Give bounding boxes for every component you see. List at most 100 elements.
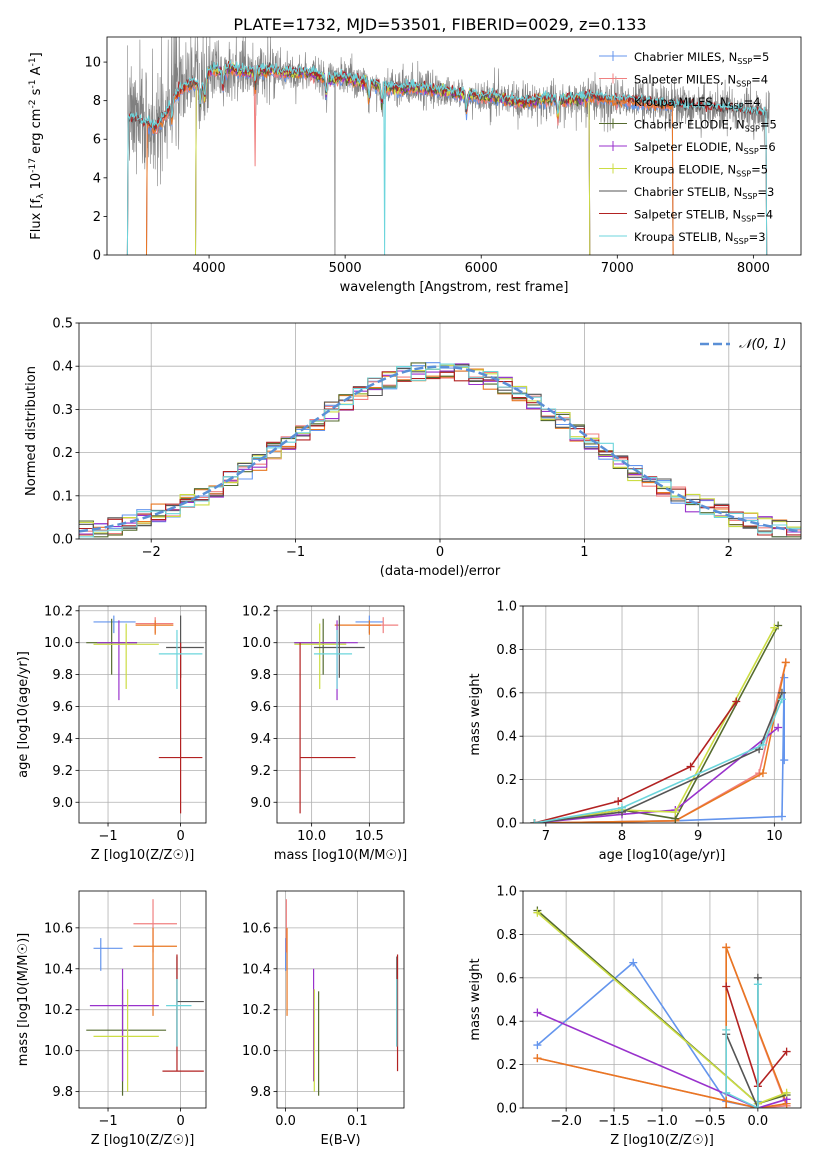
x-tick-label: 9 bbox=[694, 829, 702, 844]
errorbar-kroupa-elodie bbox=[93, 623, 159, 689]
legend-label-chabrier-stelib: Chabrier STELIB, NSSP=3 bbox=[634, 185, 774, 201]
x-axis-label: wavelength [Angstrom, rest frame] bbox=[340, 280, 569, 295]
x-axis-label: E(B-V) bbox=[320, 1133, 360, 1148]
residuals-panel: −2 −1 0 1 2 0.0 0.1 0.2 0.3 0.4 0.5 (data-model)/er… bbox=[24, 317, 802, 579]
mass_vs_EBV-panel: 0.0 0.1 9.8 10.0 10.2 10.4 10.6 E(B-V) bbox=[242, 890, 405, 1148]
errorbar-kroupa-miles bbox=[334, 620, 381, 635]
y-tick-label: 10.2 bbox=[44, 1003, 73, 1018]
histogram-salpeter-stelib bbox=[79, 371, 801, 536]
errorbar-salpeter-elodie bbox=[97, 620, 138, 701]
age_vs_Z-plot-area bbox=[79, 606, 206, 823]
residuals-plot-area bbox=[79, 323, 801, 539]
age_vs_Z-panel: −1 0 9.0 9.2 9.4 9.6 9.8 10.0 10.2 Z [log10(Z/Z☉)… bbox=[16, 604, 207, 863]
y-tick-label: 9.8 bbox=[52, 1085, 73, 1100]
y-tick-label: 10.0 bbox=[242, 636, 271, 651]
x-tick-label: 7 bbox=[542, 829, 550, 844]
x-tick-label: −2.0 bbox=[550, 1114, 582, 1129]
x-tick-label: 10 bbox=[766, 829, 783, 844]
label-run: mass weight bbox=[468, 958, 483, 1040]
label-run: mass weight bbox=[468, 673, 483, 755]
x-tick-label: −1 bbox=[98, 829, 117, 844]
series-marker bbox=[533, 908, 542, 917]
y-tick-label: 10.0 bbox=[242, 1044, 271, 1059]
label-run: =5 bbox=[752, 50, 769, 64]
x-tick-label: 0 bbox=[176, 829, 184, 844]
series-marker bbox=[722, 1104, 731, 1108]
y-tick-label: 10.4 bbox=[242, 962, 271, 977]
errorbar-kroupa-miles bbox=[135, 620, 174, 635]
x-axis-label: (data-model)/error bbox=[380, 564, 501, 579]
series-marker bbox=[758, 740, 767, 749]
label-run: -1 bbox=[28, 57, 38, 66]
label-run: wavelength [Angstrom, rest frame] bbox=[340, 280, 569, 295]
errorbar-salpeter-stelib bbox=[299, 642, 356, 814]
y-tick-label: 6 bbox=[93, 133, 101, 148]
label-run: Z [log10(Z/Z☉)] bbox=[91, 1133, 195, 1148]
series-marker bbox=[686, 762, 695, 771]
label-run: SSP bbox=[744, 147, 759, 156]
y-tick-label: 9.8 bbox=[250, 668, 271, 683]
x-tick-label: 10.5 bbox=[355, 829, 384, 844]
grid bbox=[79, 891, 206, 1108]
series-marker bbox=[781, 658, 790, 667]
label-run: Kroupa MILES, N bbox=[634, 95, 729, 109]
y-tick-label: 10.2 bbox=[242, 604, 271, 619]
x-axis-label: Z [log10(Z/Z☉)] bbox=[610, 1133, 714, 1148]
series-marker bbox=[614, 797, 623, 806]
y-tick-label: 0.5 bbox=[52, 317, 73, 332]
y-tick-label: 0.6 bbox=[496, 971, 517, 986]
series-marker bbox=[533, 1041, 542, 1050]
y-tick-label: 9.2 bbox=[52, 764, 73, 779]
x-axis-label: Z [log10(Z/Z☉)] bbox=[91, 848, 195, 863]
x-tick-label: 8000 bbox=[737, 261, 770, 276]
series-marker bbox=[530, 819, 539, 823]
y-tick-label: 0.8 bbox=[496, 928, 517, 943]
series-line bbox=[534, 692, 783, 823]
y-tick-label: 4 bbox=[93, 171, 101, 186]
x-tick-label: 5000 bbox=[329, 261, 362, 276]
age_vs_mass-plot-area bbox=[277, 606, 404, 823]
axes-frame bbox=[106, 36, 802, 256]
y-tick-label: 9.6 bbox=[52, 700, 73, 715]
axes-frame bbox=[522, 605, 802, 824]
label-run: 10 bbox=[29, 173, 44, 194]
y-tick-label: 10.0 bbox=[44, 636, 73, 651]
x-tick-label: 10.0 bbox=[297, 829, 326, 844]
label-run: SSP bbox=[729, 102, 744, 111]
x-axis-label: Z [log10(Z/Z☉)] bbox=[91, 1133, 195, 1148]
x-tick-label: 0.0 bbox=[748, 1114, 769, 1129]
series-marker bbox=[770, 623, 779, 632]
label-run: SSP bbox=[734, 237, 749, 246]
y-axis-label: mass weight bbox=[468, 958, 483, 1040]
y-tick-label: 9.4 bbox=[250, 732, 271, 747]
axes-frame bbox=[522, 890, 802, 1109]
label-run: E(B-V) bbox=[320, 1133, 360, 1148]
label-run: =4 bbox=[744, 95, 761, 109]
errorbar-kroupa-elodie bbox=[93, 989, 159, 1092]
mass_vs_Z-panel: −1 0 9.8 10.0 10.2 10.4 10.6 Z [log10(Z/Z☉)] mas… bbox=[16, 890, 207, 1148]
y-tick-label: 9.4 bbox=[52, 732, 73, 747]
label-run: =3 bbox=[749, 230, 766, 244]
label-run: Salpeter STELIB, N bbox=[634, 208, 741, 222]
label-run: SSP bbox=[737, 57, 752, 66]
grid bbox=[277, 606, 404, 823]
y-tick-label: 1.0 bbox=[496, 600, 517, 615]
errorbar-salpeter-elodie bbox=[89, 968, 159, 1082]
series-line bbox=[537, 1011, 787, 1108]
series-marker bbox=[629, 958, 638, 967]
axes-frame bbox=[276, 890, 405, 1109]
grid bbox=[277, 891, 404, 1108]
spectrum-plot-area bbox=[126, 37, 770, 255]
legend-label-kroupa-stelib: Kroupa STELIB, NSSP=3 bbox=[634, 230, 766, 246]
legend-label-normal: 𝒩(0, 1) bbox=[739, 337, 786, 352]
y-tick-label: 9.8 bbox=[52, 668, 73, 683]
y-tick-label: 0.2 bbox=[496, 1058, 517, 1073]
y-tick-label: 10.0 bbox=[44, 1044, 73, 1059]
series-line bbox=[534, 627, 776, 823]
legend-label-kroupa-miles: Kroupa MILES, NSSP=4 bbox=[634, 95, 761, 111]
y-axis-label: Normed distribution bbox=[24, 366, 39, 496]
x-tick-label: −1.5 bbox=[598, 1114, 630, 1129]
x-tick-label: 6000 bbox=[465, 261, 498, 276]
label-run: SSP bbox=[741, 215, 756, 224]
y-axis-label: age [log10(age/yr)] bbox=[16, 651, 31, 778]
